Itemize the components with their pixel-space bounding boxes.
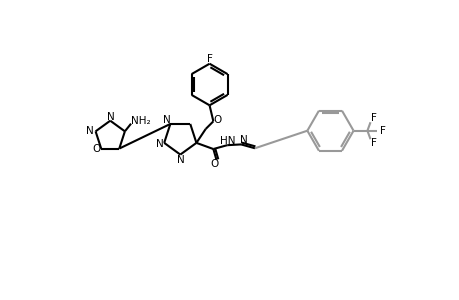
Text: F: F — [206, 54, 212, 64]
Text: N: N — [86, 126, 94, 136]
Text: N: N — [162, 115, 170, 125]
Text: O: O — [92, 144, 101, 154]
Text: HN: HN — [220, 136, 235, 146]
Text: NH₂: NH₂ — [131, 116, 151, 126]
Text: F: F — [370, 113, 376, 123]
Text: O: O — [213, 115, 221, 125]
Text: N: N — [239, 135, 247, 145]
Text: F: F — [379, 126, 385, 136]
Text: F: F — [370, 138, 376, 148]
Text: N: N — [177, 155, 185, 165]
Text: O: O — [210, 159, 218, 170]
Text: N: N — [155, 140, 163, 149]
Text: N: N — [107, 112, 115, 122]
